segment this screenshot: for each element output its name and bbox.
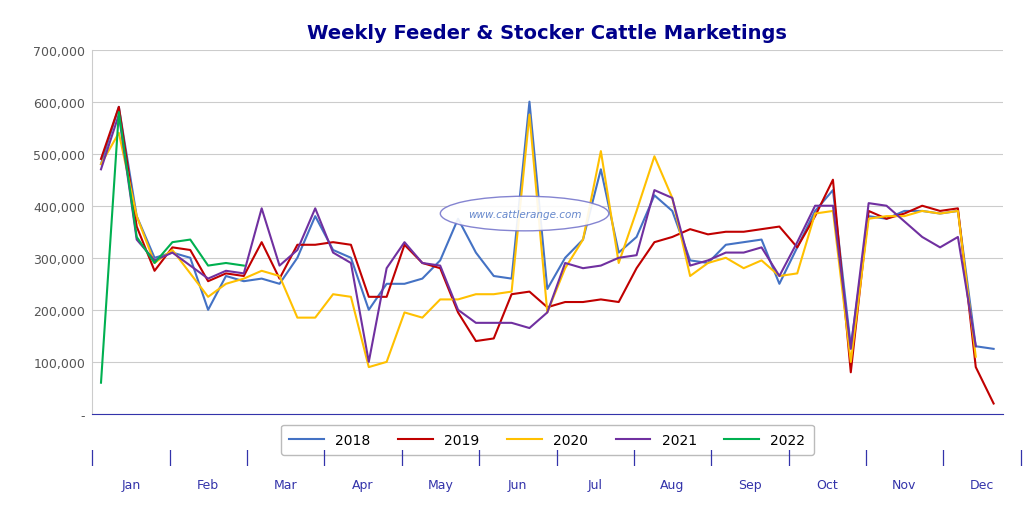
Text: Feb: Feb	[197, 478, 219, 491]
Text: |: |	[786, 449, 791, 465]
2018	[381, 281, 393, 287]
2018	[524, 99, 536, 106]
Text: |: |	[89, 449, 95, 465]
2020	[684, 273, 697, 279]
2019	[970, 364, 982, 370]
Text: |: |	[553, 449, 559, 465]
Text: |: |	[399, 449, 404, 465]
2021	[292, 247, 304, 254]
Line: 2021: 2021	[101, 116, 976, 362]
2022	[95, 380, 107, 386]
2019	[113, 105, 125, 111]
Text: Dec: Dec	[970, 478, 994, 491]
Line: 2019: 2019	[101, 108, 993, 403]
Text: Jan: Jan	[121, 478, 140, 491]
2020	[292, 315, 304, 321]
Legend: 2018, 2019, 2020, 2021, 2022: 2018, 2019, 2020, 2021, 2022	[281, 425, 813, 456]
2020	[970, 354, 982, 360]
2018	[970, 343, 982, 349]
2019	[95, 157, 107, 163]
Title: Weekly Feeder & Stocker Cattle Marketings: Weekly Feeder & Stocker Cattle Marketing…	[307, 24, 788, 43]
2018	[95, 162, 107, 168]
2019	[702, 232, 714, 238]
2018	[292, 255, 304, 261]
Text: |: |	[708, 449, 713, 465]
2020	[95, 162, 107, 168]
2019	[381, 294, 393, 300]
2021	[381, 266, 393, 272]
Text: |: |	[321, 449, 326, 465]
2020	[738, 266, 750, 272]
2019	[398, 242, 410, 248]
Text: May: May	[428, 478, 453, 491]
Text: Nov: Nov	[892, 478, 917, 491]
Text: Sep: Sep	[738, 478, 761, 491]
Text: |: |	[940, 449, 945, 465]
Text: Aug: Aug	[660, 478, 684, 491]
2021	[362, 359, 374, 365]
2018	[987, 346, 999, 352]
2021	[970, 343, 982, 349]
Text: Apr: Apr	[352, 478, 373, 491]
2021	[95, 167, 107, 173]
2018	[362, 307, 374, 313]
2021	[738, 250, 750, 256]
2019	[755, 227, 767, 233]
Text: www.cattlerange.com: www.cattlerange.com	[468, 209, 581, 219]
Text: |: |	[244, 449, 250, 465]
Line: 2020: 2020	[101, 116, 976, 367]
Line: 2022: 2022	[101, 113, 243, 383]
Text: |: |	[1018, 449, 1023, 465]
2020	[381, 359, 393, 365]
Text: |: |	[477, 449, 482, 465]
2018	[702, 261, 714, 267]
2019	[987, 400, 999, 407]
2019	[309, 242, 321, 248]
Text: Oct: Oct	[816, 478, 838, 491]
2018	[755, 237, 767, 243]
Ellipse shape	[440, 197, 609, 231]
2020	[362, 364, 374, 370]
2021	[684, 263, 697, 269]
Text: |: |	[631, 449, 636, 465]
Text: |: |	[863, 449, 869, 465]
Text: Jul: Jul	[587, 478, 603, 491]
Text: |: |	[167, 449, 172, 465]
Line: 2018: 2018	[101, 103, 993, 349]
Text: Jun: Jun	[507, 478, 527, 491]
Text: Mar: Mar	[274, 478, 298, 491]
